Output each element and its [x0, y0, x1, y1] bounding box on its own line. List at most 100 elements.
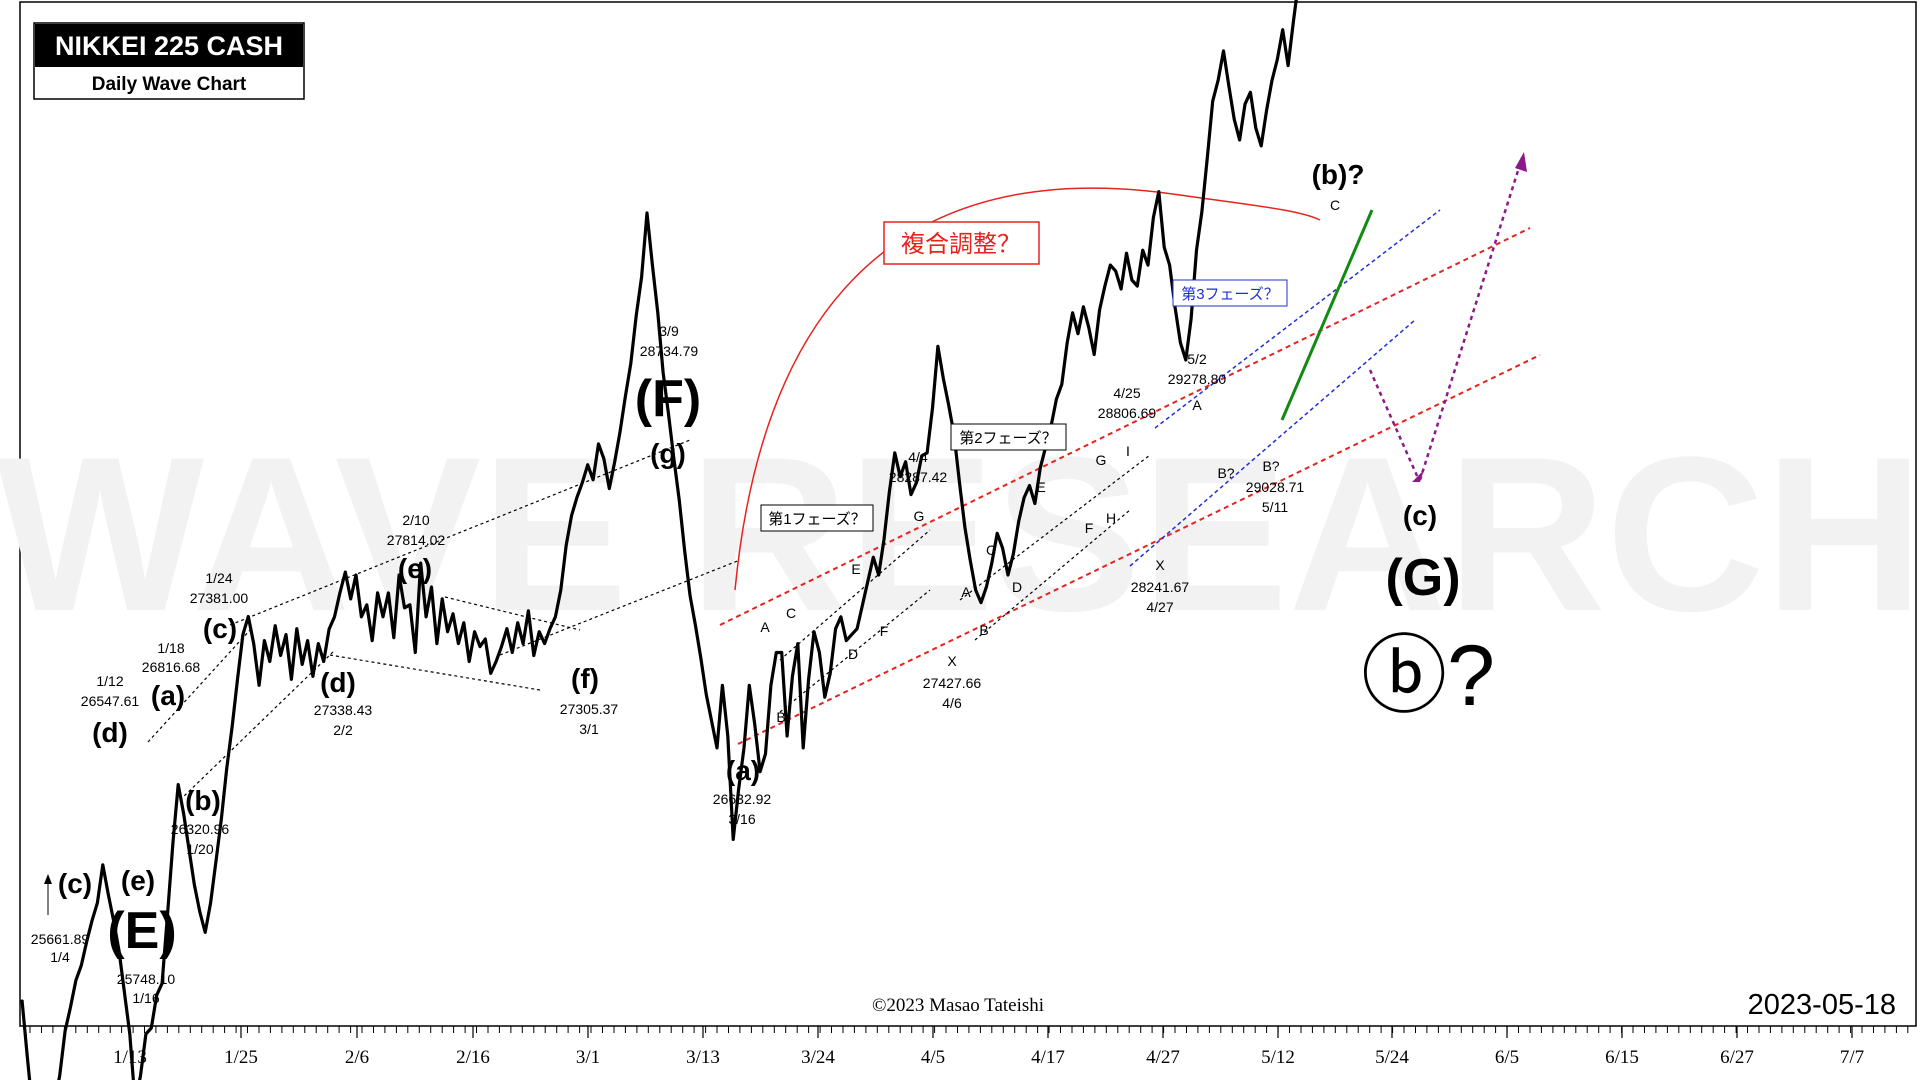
- price-point: [996, 532, 998, 535]
- price-point: [937, 345, 939, 348]
- price-point: [209, 902, 212, 904]
- price-point: [269, 660, 271, 663]
- trend-lower-long: [499, 559, 741, 656]
- price-point: [1281, 28, 1284, 31]
- note-0202: 2/2: [333, 722, 353, 738]
- arrow-head-up: [1515, 152, 1527, 172]
- sub-X2: X: [1155, 557, 1165, 573]
- watermark: WAVE RESEARCH: [0, 411, 1920, 657]
- price-point: [829, 672, 831, 675]
- x-tick-label: 2/16: [456, 1047, 490, 1068]
- price-point: [306, 639, 309, 642]
- sub-p1-C: C: [786, 605, 796, 621]
- price-point: [624, 395, 627, 398]
- price-point: [425, 616, 427, 618]
- price-point: [926, 452, 928, 454]
- trend-a-c: [147, 629, 251, 743]
- price-point: [463, 621, 465, 624]
- phase1-label: 第1フェーズ？: [768, 510, 866, 528]
- price-point: [651, 264, 654, 266]
- phase3-box: [1172, 279, 1288, 307]
- note-0301: 3/1: [579, 721, 599, 737]
- price-point: [285, 633, 287, 636]
- price-point: [112, 919, 115, 922]
- price-point: [172, 842, 174, 844]
- price-point: [619, 431, 621, 433]
- price-point: [770, 684, 772, 687]
- red-channel-lower: [737, 354, 1541, 745]
- price-point: [322, 660, 325, 663]
- price-point: [355, 574, 357, 576]
- price-point: [856, 627, 858, 630]
- price-point: [102, 864, 104, 866]
- price-point: [1158, 190, 1160, 193]
- trend-upper-long: [229, 439, 691, 626]
- chart-subtitle: Daily Wave Chart: [92, 74, 247, 95]
- price-notes: 25661.89 1/4 25748.10 1/16 1/12 26547.61…: [31, 323, 1305, 1006]
- price-point: [565, 544, 567, 546]
- price-point: [188, 848, 190, 850]
- price-point: [1206, 157, 1209, 159]
- wave-labels: (c) (e) (E) (d) (a) (b) (c) (d) (e) (f) …: [58, 159, 1461, 960]
- wave-C-small: C: [1330, 197, 1340, 213]
- price-point: [118, 949, 120, 952]
- price-point: [1066, 341, 1068, 344]
- price-point: [1201, 210, 1203, 213]
- x-tick-label: 3/1: [576, 1047, 600, 1068]
- price-point: [64, 1030, 66, 1032]
- projection-down: [1368, 369, 1420, 479]
- price-point: [904, 461, 907, 463]
- price-point: [980, 601, 982, 604]
- note-0124: 1/24: [205, 570, 232, 586]
- price-point: [1195, 249, 1198, 251]
- chart-title: NIKKEI 225 CASH: [55, 31, 283, 61]
- price-point: [1152, 216, 1155, 219]
- price-point: [657, 312, 659, 314]
- price-point: [436, 642, 438, 645]
- price-point: [1238, 139, 1241, 141]
- price-point: [1088, 326, 1090, 329]
- price-point: [753, 723, 756, 725]
- note-27381: 27381.00: [190, 590, 249, 606]
- phase2-label: 第2フェーズ？: [959, 429, 1057, 447]
- note-27427: 27427.66: [923, 675, 982, 691]
- note-26816: 26816.68: [142, 659, 201, 675]
- sub-p3-A: A: [1192, 397, 1202, 413]
- price-point: [441, 598, 444, 600]
- price-point: [630, 362, 632, 365]
- price-point: [473, 630, 476, 633]
- price-point: [1114, 270, 1117, 272]
- sub-p1-F: F: [880, 623, 889, 639]
- price-point: [985, 586, 988, 588]
- note-28241: 28241.67: [1131, 579, 1190, 595]
- wave-e-low: (e): [121, 865, 155, 896]
- price-point: [242, 633, 244, 636]
- price-point: [899, 475, 901, 478]
- note-29278: 29278.80: [1168, 371, 1227, 387]
- price-point: [258, 684, 260, 687]
- x-tick-label: 7/7: [1840, 1047, 1864, 1068]
- price-point: [430, 586, 433, 588]
- price-point: [824, 696, 826, 698]
- price-point: [398, 574, 400, 576]
- price-point: [689, 595, 691, 597]
- price-point: [543, 642, 546, 645]
- note-25661: 25661.89: [31, 931, 90, 947]
- price-point: [1001, 547, 1004, 549]
- price-point: [366, 604, 368, 606]
- wave-b-low: (b): [185, 785, 221, 816]
- price-point: [419, 562, 422, 564]
- price-point: [155, 994, 158, 996]
- wave-c-up: (c): [203, 613, 237, 644]
- price-point: [489, 672, 492, 675]
- price-point: [748, 684, 751, 687]
- wave-e-mid: (e): [398, 553, 432, 584]
- x-tick-label: 3/13: [686, 1047, 720, 1068]
- price-point: [123, 991, 126, 993]
- circled-b-question: ⓑ?: [1361, 628, 1495, 724]
- price-point: [21, 999, 23, 1001]
- sub-p2-I: I: [1126, 443, 1130, 459]
- price-point: [263, 639, 266, 642]
- price-point: [382, 616, 384, 618]
